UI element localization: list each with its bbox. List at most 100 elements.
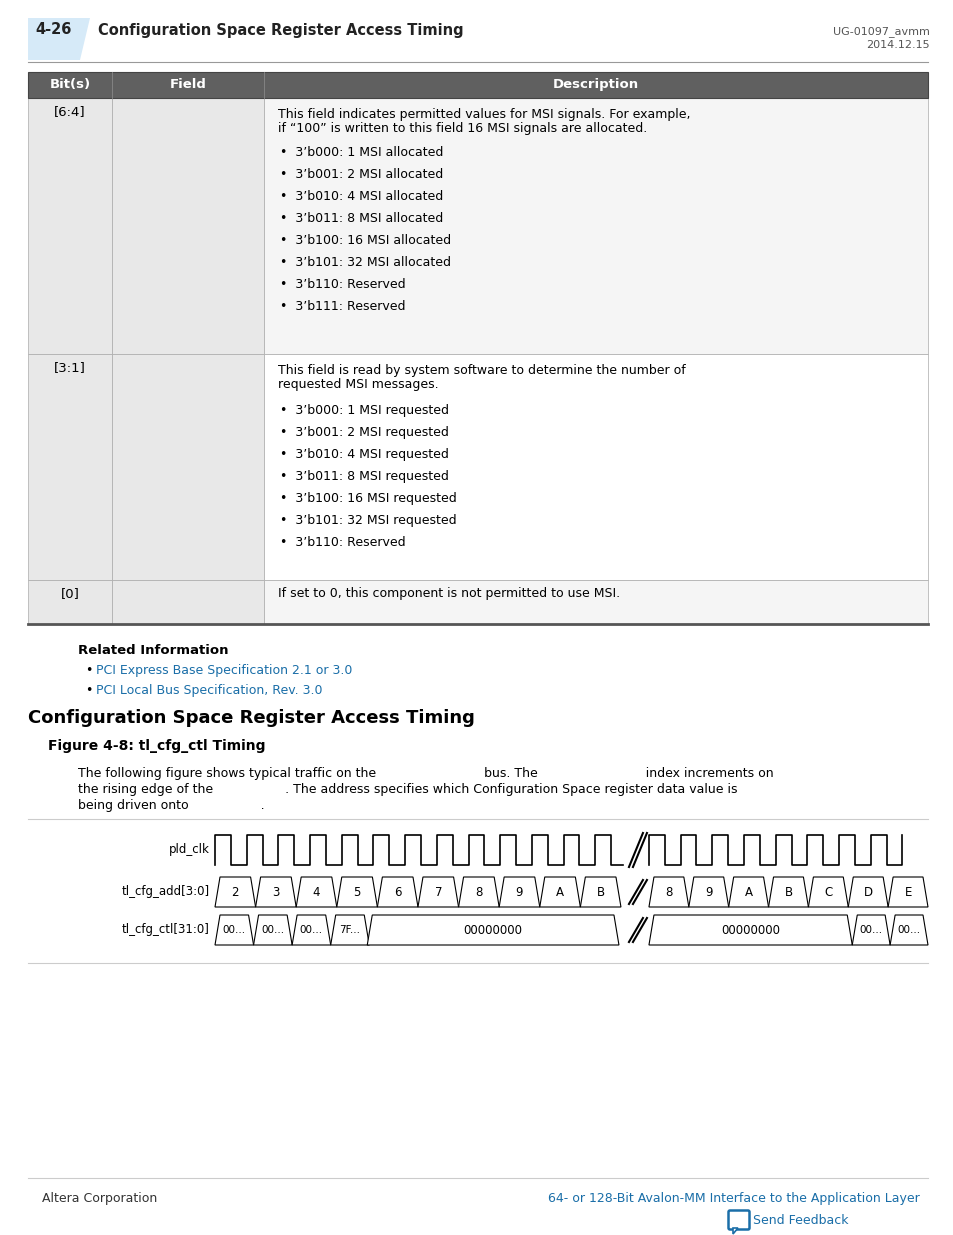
Polygon shape <box>417 877 458 906</box>
Polygon shape <box>847 877 887 906</box>
Text: •: • <box>85 684 92 697</box>
Text: This field indicates permitted values for MSI signals. For example,: This field indicates permitted values fo… <box>277 107 690 121</box>
Polygon shape <box>295 877 336 906</box>
Text: 9: 9 <box>516 885 522 899</box>
Text: B: B <box>596 885 604 899</box>
Polygon shape <box>807 877 847 906</box>
Text: tl_cfg_add[3:0]: tl_cfg_add[3:0] <box>122 885 210 899</box>
Text: If set to 0, this component is not permitted to use MSI.: If set to 0, this component is not permi… <box>277 588 619 600</box>
Text: Send Feedback: Send Feedback <box>752 1214 847 1228</box>
Polygon shape <box>458 877 498 906</box>
Polygon shape <box>255 877 295 906</box>
Polygon shape <box>377 877 417 906</box>
Text: 7: 7 <box>434 885 441 899</box>
Text: Figure 4-8: tl_cfg_ctl Timing: Figure 4-8: tl_cfg_ctl Timing <box>48 739 265 753</box>
Polygon shape <box>851 915 889 945</box>
Bar <box>264 580 927 624</box>
Bar <box>28 98 112 354</box>
Text: Field: Field <box>170 78 206 91</box>
Polygon shape <box>292 915 331 945</box>
Polygon shape <box>768 877 807 906</box>
Text: •  3’b111: Reserved: • 3’b111: Reserved <box>280 300 405 312</box>
Text: •  3’b100: 16 MSI requested: • 3’b100: 16 MSI requested <box>280 492 456 505</box>
Polygon shape <box>889 915 927 945</box>
Text: •  3’b001: 2 MSI allocated: • 3’b001: 2 MSI allocated <box>280 168 443 182</box>
Polygon shape <box>336 877 377 906</box>
Text: The following figure shows typical traffic on the                           bus.: The following figure shows typical traff… <box>78 767 773 781</box>
Text: 4-26: 4-26 <box>36 22 72 37</box>
Text: requested MSI messages.: requested MSI messages. <box>277 378 438 391</box>
Polygon shape <box>732 1228 738 1234</box>
Text: 8: 8 <box>475 885 482 899</box>
Text: •  3’b110: Reserved: • 3’b110: Reserved <box>280 278 405 291</box>
Text: [3:1]: [3:1] <box>54 362 86 374</box>
Bar <box>264 98 927 354</box>
Polygon shape <box>648 915 851 945</box>
Text: •  3’b011: 8 MSI allocated: • 3’b011: 8 MSI allocated <box>280 212 443 225</box>
Polygon shape <box>579 877 620 906</box>
Text: 6: 6 <box>394 885 401 899</box>
Text: being driven onto                  .: being driven onto . <box>78 799 264 811</box>
Text: 9: 9 <box>704 885 712 899</box>
Polygon shape <box>498 877 539 906</box>
Text: 8: 8 <box>664 885 672 899</box>
Text: 3: 3 <box>272 885 279 899</box>
Polygon shape <box>28 19 90 61</box>
Text: A: A <box>744 885 752 899</box>
Text: B: B <box>783 885 792 899</box>
Polygon shape <box>367 915 618 945</box>
Text: •  3’b001: 2 MSI requested: • 3’b001: 2 MSI requested <box>280 426 449 438</box>
Text: •  3’b010: 4 MSI requested: • 3’b010: 4 MSI requested <box>280 448 449 461</box>
Text: pld_clk: pld_clk <box>169 844 210 857</box>
Text: •  3’b011: 8 MSI requested: • 3’b011: 8 MSI requested <box>280 471 449 483</box>
Text: 64- or 128-Bit Avalon-MM Interface to the Application Layer: 64- or 128-Bit Avalon-MM Interface to th… <box>548 1192 919 1205</box>
Text: [0]: [0] <box>60 588 79 600</box>
Text: if “100” is written to this field 16 MSI signals are allocated.: if “100” is written to this field 16 MSI… <box>277 122 646 135</box>
Text: 5: 5 <box>353 885 360 899</box>
Text: 00...: 00... <box>261 925 284 935</box>
Text: 4: 4 <box>313 885 320 899</box>
Bar <box>112 98 264 354</box>
Text: 00000000: 00000000 <box>720 924 780 936</box>
Text: 00...: 00... <box>299 925 323 935</box>
Text: 00...: 00... <box>222 925 246 935</box>
FancyBboxPatch shape <box>728 1210 749 1230</box>
Text: tl_cfg_ctl[31:0]: tl_cfg_ctl[31:0] <box>122 924 210 936</box>
Bar <box>264 354 927 580</box>
Text: Related Information: Related Information <box>78 643 229 657</box>
Text: •: • <box>85 664 92 677</box>
Text: Description: Description <box>553 78 639 91</box>
Text: [6:4]: [6:4] <box>54 105 86 119</box>
Text: •  3’b010: 4 MSI allocated: • 3’b010: 4 MSI allocated <box>280 190 443 203</box>
Polygon shape <box>728 877 768 906</box>
Bar <box>28 354 112 580</box>
Text: 00...: 00... <box>859 925 882 935</box>
Text: 00...: 00... <box>897 925 920 935</box>
Text: Bit(s): Bit(s) <box>50 78 91 91</box>
Text: 2014.12.15: 2014.12.15 <box>865 40 929 49</box>
Bar <box>28 580 112 624</box>
Text: •  3’b100: 16 MSI allocated: • 3’b100: 16 MSI allocated <box>280 233 451 247</box>
Bar <box>112 580 264 624</box>
Text: •  3’b110: Reserved: • 3’b110: Reserved <box>280 536 405 550</box>
Polygon shape <box>331 915 369 945</box>
Polygon shape <box>887 877 927 906</box>
Text: the rising edge of the                  . The address specifies which Configurat: the rising edge of the . The address spe… <box>78 783 737 797</box>
Text: •  3’b101: 32 MSI requested: • 3’b101: 32 MSI requested <box>280 514 456 527</box>
Text: •  3’b000: 1 MSI allocated: • 3’b000: 1 MSI allocated <box>280 146 443 159</box>
Bar <box>28 72 927 98</box>
Text: C: C <box>823 885 832 899</box>
Text: Altera Corporation: Altera Corporation <box>42 1192 157 1205</box>
Text: Configuration Space Register Access Timing: Configuration Space Register Access Timi… <box>28 709 475 727</box>
Text: 00000000: 00000000 <box>463 924 522 936</box>
Text: UG-01097_avmm: UG-01097_avmm <box>832 26 929 37</box>
Polygon shape <box>214 915 253 945</box>
Text: 7F...: 7F... <box>339 925 360 935</box>
Polygon shape <box>214 877 255 906</box>
Text: A: A <box>556 885 563 899</box>
Text: •  3’b101: 32 MSI allocated: • 3’b101: 32 MSI allocated <box>280 256 451 269</box>
Bar <box>112 354 264 580</box>
Text: 2: 2 <box>232 885 239 899</box>
Text: This field is read by system software to determine the number of: This field is read by system software to… <box>277 364 685 377</box>
Polygon shape <box>648 877 688 906</box>
